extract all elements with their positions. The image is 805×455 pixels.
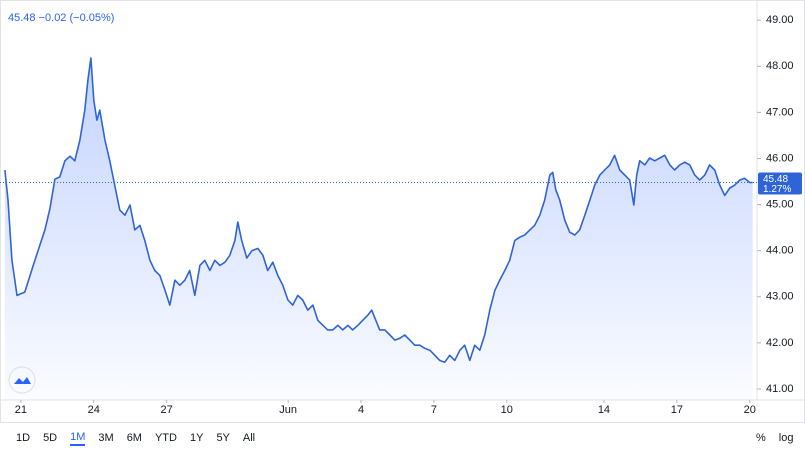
x-tick-label: 17: [671, 404, 683, 416]
legend-price: 45.48 −0.02 (−0.05%): [8, 12, 114, 24]
legend-change: −0.02: [39, 12, 67, 24]
legend-price-value: 45.48: [8, 12, 36, 24]
y-tick-label: 44.00: [766, 245, 794, 257]
range-button[interactable]: All: [242, 432, 256, 444]
x-tick-label: 20: [744, 404, 756, 416]
y-tick-label: 41.00: [766, 383, 794, 395]
range-button[interactable]: YTD: [154, 432, 177, 444]
y-tick-label: 46.00: [766, 152, 794, 164]
y-tick-label: 45.00: [766, 198, 794, 210]
scale-button[interactable]: %: [756, 432, 766, 444]
y-tick-label: 49.00: [766, 14, 794, 26]
x-tick-label: 14: [598, 404, 610, 416]
x-tick-label: 27: [161, 404, 173, 416]
x-tick-label: Jun: [279, 404, 297, 416]
x-tick-label: 10: [501, 404, 513, 416]
range-button[interactable]: 1Y: [189, 432, 204, 444]
price-line: [4, 57, 753, 363]
area-fill: [4, 58, 753, 400]
range-button[interactable]: 1D: [16, 432, 31, 444]
range-bar: 1D 5D 1M 3M 6M YTD 1Y 5Y All: [16, 428, 268, 448]
legend-change-percent: (−0.05%): [70, 12, 115, 24]
scale-bar: % log: [756, 428, 805, 448]
x-tick-label: 24: [88, 404, 100, 416]
range-button[interactable]: 6M: [126, 432, 142, 444]
chart: 45.48 −0.02 (−0.05%) 41.00 42.00 43.00 44.0…: [0, 0, 805, 423]
x-tick-label: 21: [15, 404, 27, 416]
scale-button[interactable]: log: [778, 432, 794, 444]
last-price-label: 45.48: [763, 174, 788, 185]
range-button[interactable]: 5D: [43, 432, 58, 444]
last-price-tag: [758, 172, 802, 195]
legend: 45.48 −0.02 (−0.05%): [8, 12, 114, 24]
y-tick-label: 43.00: [766, 291, 794, 303]
range-button[interactable]: 5Y: [216, 432, 230, 444]
x-tick-label: 7: [431, 404, 437, 416]
x-tick-label: 4: [358, 404, 364, 416]
y-tick-label: 42.00: [766, 337, 794, 349]
range-button[interactable]: 3M: [98, 432, 114, 444]
y-tick-label: 48.00: [766, 60, 794, 72]
last-change-label: 1.27%: [763, 184, 791, 195]
range-button[interactable]: 1M: [70, 431, 86, 446]
y-tick-label: 47.00: [766, 106, 794, 118]
